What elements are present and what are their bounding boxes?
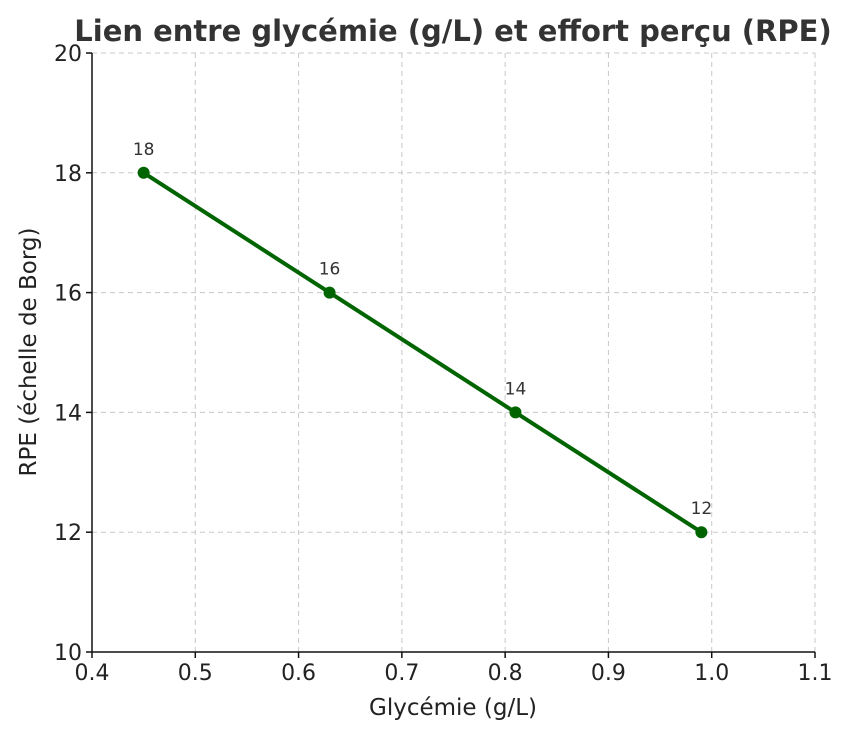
x-tick-label: 0.7 [384,661,419,686]
y-tick-label: 20 [54,42,82,67]
data-point [509,406,522,419]
x-tick-label: 0.9 [591,661,626,686]
data-label: 14 [505,379,527,399]
data-label: 16 [319,260,341,280]
x-tick-label: 0.4 [75,661,110,686]
y-tick-label: 14 [54,401,82,426]
x-axis-label: Glycémie (g/L) [369,695,537,721]
x-tick-label: 0.5 [178,661,213,686]
y-tick-label: 10 [54,641,82,666]
chart-title: Lien entre glycémie (g/L) et effort perç… [74,14,831,48]
x-tick-label: 1.1 [798,661,833,686]
data-label: 12 [691,499,713,519]
y-tick-label: 16 [54,282,82,307]
x-tick-label: 0.8 [488,661,523,686]
data-point [323,286,336,299]
y-tick-label: 12 [54,521,82,546]
y-tick-label: 18 [54,162,82,187]
series-layer: 18 16 14 12 [133,140,713,539]
x-tick-label: 0.6 [281,661,316,686]
axes: 0.4 0.5 0.6 0.7 0.8 0.9 1.0 1.1 10 12 14 16 18 20 [54,42,833,686]
series-line [142,171,703,534]
grid [91,52,816,653]
data-point [137,166,150,179]
data-point [695,526,708,539]
y-axis-label: RPE (échelle de Borg) [16,228,42,477]
x-tick-label: 1.0 [694,661,729,686]
data-label: 18 [133,140,155,160]
